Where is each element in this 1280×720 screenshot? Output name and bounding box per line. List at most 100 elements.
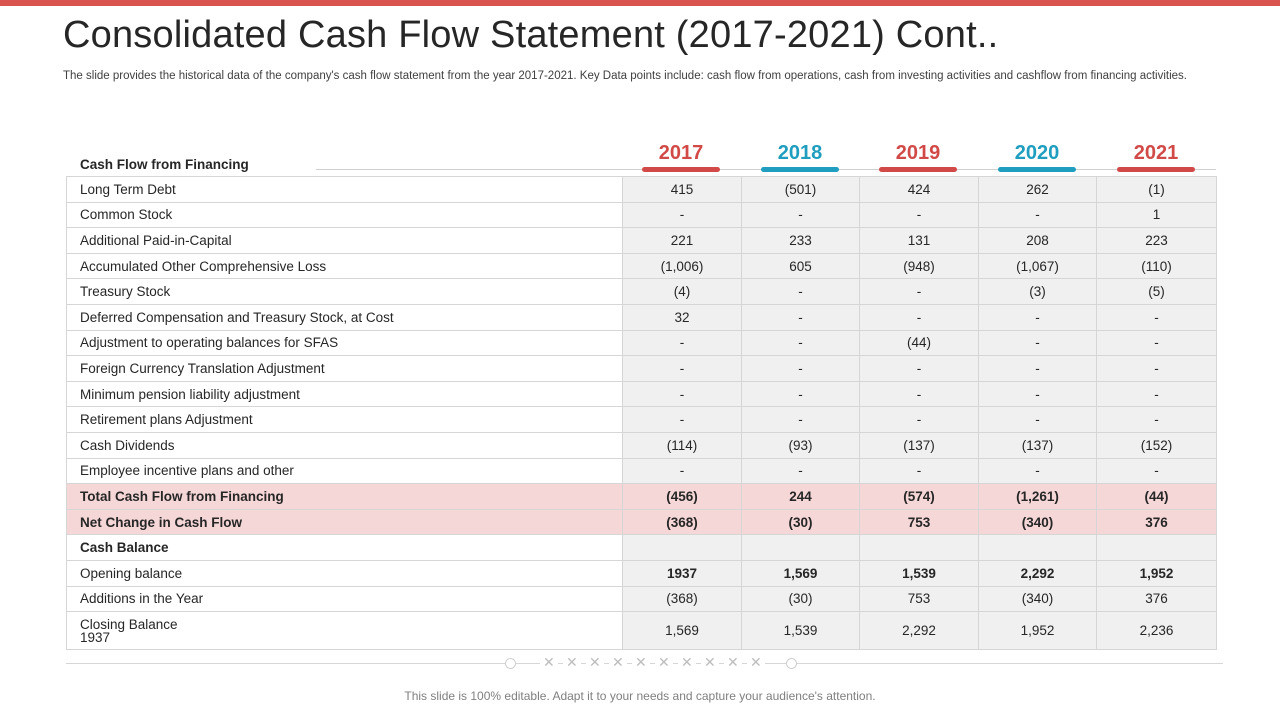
row-label-text: Minimum pension liability adjustment [80, 386, 300, 402]
cell-value: - [741, 380, 860, 408]
row-label-text: Retirement plans Adjustment [80, 412, 253, 428]
year-underline [642, 167, 720, 172]
row-label: Additions in the Year [66, 585, 623, 613]
cell-value: 2,236 [1096, 611, 1217, 651]
year-header-1: 2018 [741, 140, 859, 172]
cell-value: (1,261) [978, 483, 1097, 510]
cell-value: (93) [741, 431, 860, 459]
cell-value: - [741, 355, 860, 382]
table-row: Minimum pension liability adjustment - - - -… [66, 380, 1217, 408]
table-row: Net Change in Cash Flow (368) (30) 753 (340)… [66, 508, 1217, 536]
cell-value: 1,539 [859, 559, 979, 587]
cell-value: (948) [859, 252, 979, 280]
row-label: Treasury Stock [66, 278, 623, 305]
slide-decoration: ✕ ✕ ✕ ✕ ✕ ✕ ✕ ✕ ✕ ✕ [66, 654, 1223, 671]
table-row: Adjustment to operating balances for SFA… [66, 329, 1217, 357]
cell-value: (30) [741, 585, 860, 613]
table-row: Common Stock - - - -1 [66, 201, 1217, 229]
table-row: Cash Dividends (114) (93) (137) (137) (152) [66, 431, 1217, 459]
cell-value: - [741, 329, 860, 357]
cell-value: 2,292 [978, 559, 1097, 587]
cell-value: (5) [1096, 278, 1217, 305]
cell-value: 1,539 [741, 611, 860, 651]
cell-value: - [622, 329, 742, 357]
row-label: Employee incentive plans and other [66, 457, 623, 485]
cell-value: (137) [859, 431, 979, 459]
cell-value [622, 534, 742, 561]
cell-value: - [859, 355, 979, 382]
row-label-text: Cash Balance [80, 540, 169, 556]
year-label: 2020 [1014, 142, 1060, 164]
cell-value: 32 [622, 303, 742, 331]
table-row: Deferred Compensation and Treasury Stock… [66, 303, 1217, 331]
row-label-text: Cash Dividends [80, 437, 175, 453]
year-header-2: 2019 [859, 140, 977, 172]
row-label-text: Accumulated Other Comprehensive Loss [80, 258, 327, 274]
cell-value: (1) [1096, 176, 1217, 203]
top-accent-bar [0, 0, 1280, 6]
cash-flow-table-container: Cash Flow from Financing 2017 2018 2019 202… [66, 140, 1217, 651]
row-label: Cash Balance [66, 534, 623, 561]
row-label: Adjustment to operating balances for SFA… [66, 329, 623, 357]
table-row: Employee incentive plans and other - - - - - [66, 457, 1217, 485]
cell-value: - [741, 278, 860, 305]
cell-value: - [622, 201, 742, 229]
cell-value: (152) [1096, 431, 1217, 459]
table-row: Additional Paid-in-Capital 221 233 131 208 22… [66, 227, 1217, 254]
row-label: Net Change in Cash Flow [66, 508, 623, 536]
year-header-4: 2021 [1096, 140, 1216, 172]
year-label: 2017 [658, 142, 704, 164]
table-row: Closing Balance 1937 1,569 1,539 2,292 1,952 2… [66, 611, 1217, 651]
cell-value: 221 [622, 227, 742, 254]
cell-value: - [978, 329, 1097, 357]
cell-value: - [1096, 380, 1217, 408]
cell-value: - [978, 355, 1097, 382]
cell-value: 1,952 [1096, 559, 1217, 587]
table-row: Total Cash Flow from Financing (456) 244 (5… [66, 483, 1217, 510]
cell-value: 1,569 [741, 559, 860, 587]
cell-value: (574) [859, 483, 979, 510]
cell-value: 753 [859, 585, 979, 613]
cell-value: (137) [978, 431, 1097, 459]
cell-value: (110) [1096, 252, 1217, 280]
cell-value: (44) [859, 329, 979, 357]
cell-value: 262 [978, 176, 1097, 203]
row-label-text: Foreign Currency Translation Adjustment [80, 360, 325, 376]
year-label: 2018 [777, 142, 823, 164]
cross-icon: ✕ [701, 654, 719, 671]
row-label-text: Opening balance [80, 565, 183, 581]
cell-value: - [1096, 329, 1217, 357]
cell-value: 753 [859, 508, 979, 536]
year-underline [998, 167, 1076, 172]
cell-value: 376 [1096, 585, 1217, 613]
cell-value: - [1096, 303, 1217, 331]
cross-icon: ✕ [563, 654, 581, 671]
cell-value: - [622, 380, 742, 408]
cell-value: - [622, 406, 742, 433]
page-title: Consolidated Cash Flow Statement (2017-2… [63, 14, 999, 56]
row-label-text: Additions in the Year [80, 591, 204, 607]
cross-icon: ✕ [655, 654, 673, 671]
row-label-text: Net Change in Cash Flow [80, 514, 243, 530]
cross-icon: ✕ [609, 654, 627, 671]
row-label-text: Long Term Debt [80, 181, 176, 197]
row-label: Additional Paid-in-Capital [66, 227, 623, 254]
cell-value: 605 [741, 252, 860, 280]
cash-flow-table: Long Term Debt 415 (501) 424 262 (1) Common St… [66, 176, 1217, 651]
cell-value: 1,569 [622, 611, 742, 651]
year-underline [1117, 167, 1195, 172]
row-label: Common Stock [66, 201, 623, 229]
year-header-3: 2020 [978, 140, 1096, 172]
cell-value: - [1096, 355, 1217, 382]
footer-note: This slide is 100% editable. Adapt it to… [404, 689, 876, 703]
cell-value: - [741, 457, 860, 485]
cell-value: (501) [741, 176, 860, 203]
row-label-text: Treasury Stock [80, 284, 171, 300]
cell-value: (340) [978, 508, 1097, 536]
row-label-text: Total Cash Flow from Financing [80, 488, 284, 504]
year-label: 2021 [1133, 142, 1179, 164]
cell-value: - [859, 380, 979, 408]
cell-value: 376 [1096, 508, 1217, 536]
row-label: Minimum pension liability adjustment [66, 380, 623, 408]
cell-value [1096, 534, 1217, 561]
